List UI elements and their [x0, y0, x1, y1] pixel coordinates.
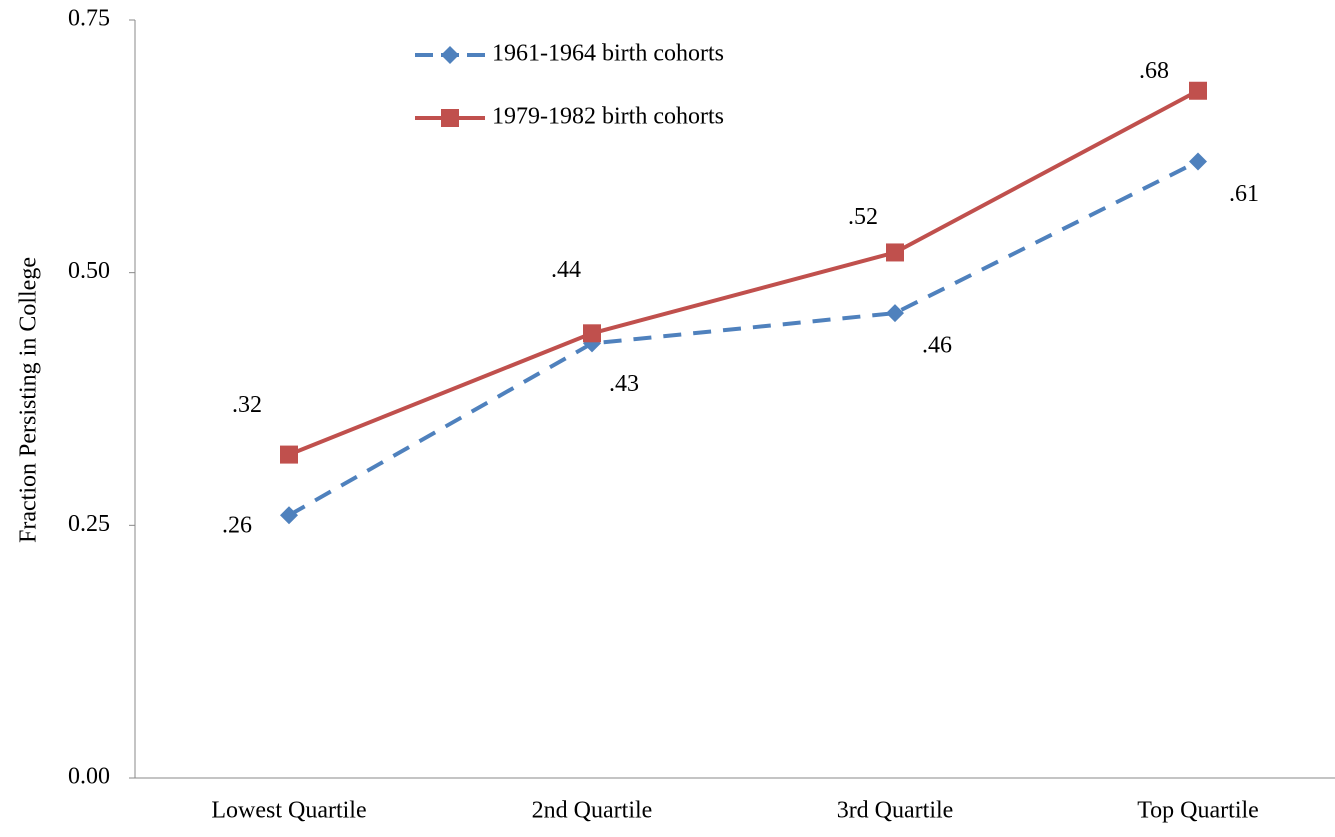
point: [441, 46, 459, 64]
point: [441, 109, 459, 127]
x-tick-label: Lowest Quartile: [211, 798, 366, 824]
x-tick-label: Top Quartile: [1137, 798, 1259, 824]
series-line: [288, 88, 1199, 457]
value-label: .26: [222, 513, 252, 539]
y-tick-label: 0.50: [68, 258, 110, 284]
value-label: .68: [1139, 58, 1169, 84]
value-label: .46: [922, 333, 952, 359]
y-tick-label: 0.25: [68, 511, 110, 537]
point: [1189, 152, 1207, 171]
value-label: .61: [1229, 181, 1259, 207]
value-label: .44: [551, 257, 581, 283]
legend-label: 1979-1982 birth cohorts: [492, 104, 724, 130]
x-tick-label: 2nd Quartile: [532, 798, 653, 824]
point: [886, 243, 904, 262]
point: [1189, 81, 1207, 100]
value-label: .32: [232, 392, 262, 418]
x-tick-label: 3rd Quartile: [837, 798, 954, 824]
y-tick-label: 0.00: [68, 764, 110, 790]
legend-label: 1961-1964 birth cohorts: [492, 41, 724, 67]
value-label: .43: [609, 371, 639, 397]
point: [583, 324, 601, 343]
y-axis-label: Fraction Persisting in College: [16, 257, 42, 543]
point: [280, 445, 298, 464]
value-label: .52: [848, 204, 878, 230]
series-line: [288, 159, 1199, 517]
point: [886, 304, 904, 323]
y-tick-label: 0.75: [68, 6, 110, 32]
point: [280, 506, 298, 525]
